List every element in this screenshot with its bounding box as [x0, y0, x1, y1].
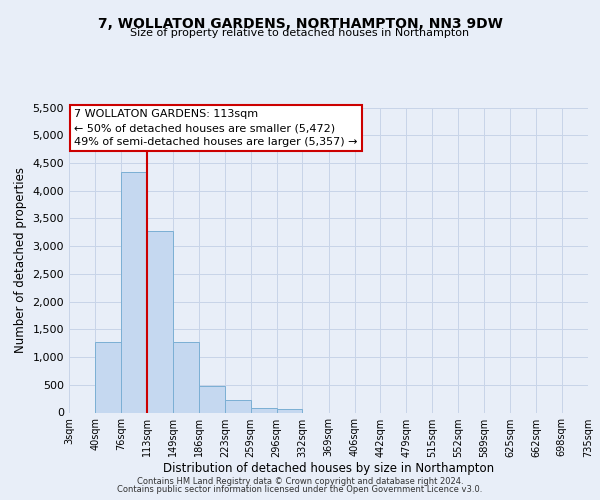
Bar [147, 230, 173, 412]
Y-axis label: Number of detached properties: Number of detached properties [14, 167, 27, 353]
Text: Contains HM Land Registry data © Crown copyright and database right 2024.: Contains HM Land Registry data © Crown c… [137, 477, 463, 486]
Bar [199, 386, 225, 412]
Text: 7 WOLLATON GARDENS: 113sqm
← 50% of detached houses are smaller (5,472)
49% of s: 7 WOLLATON GARDENS: 113sqm ← 50% of deta… [74, 109, 358, 147]
Bar [173, 342, 199, 412]
Bar [95, 342, 121, 412]
X-axis label: Distribution of detached houses by size in Northampton: Distribution of detached houses by size … [163, 462, 494, 475]
Text: Contains public sector information licensed under the Open Government Licence v3: Contains public sector information licen… [118, 485, 482, 494]
Text: 7, WOLLATON GARDENS, NORTHAMPTON, NN3 9DW: 7, WOLLATON GARDENS, NORTHAMPTON, NN3 9D… [98, 18, 502, 32]
Bar [225, 400, 251, 412]
Bar [251, 408, 277, 412]
Bar [277, 409, 302, 412]
Bar [121, 172, 147, 412]
Text: Size of property relative to detached houses in Northampton: Size of property relative to detached ho… [130, 28, 470, 38]
